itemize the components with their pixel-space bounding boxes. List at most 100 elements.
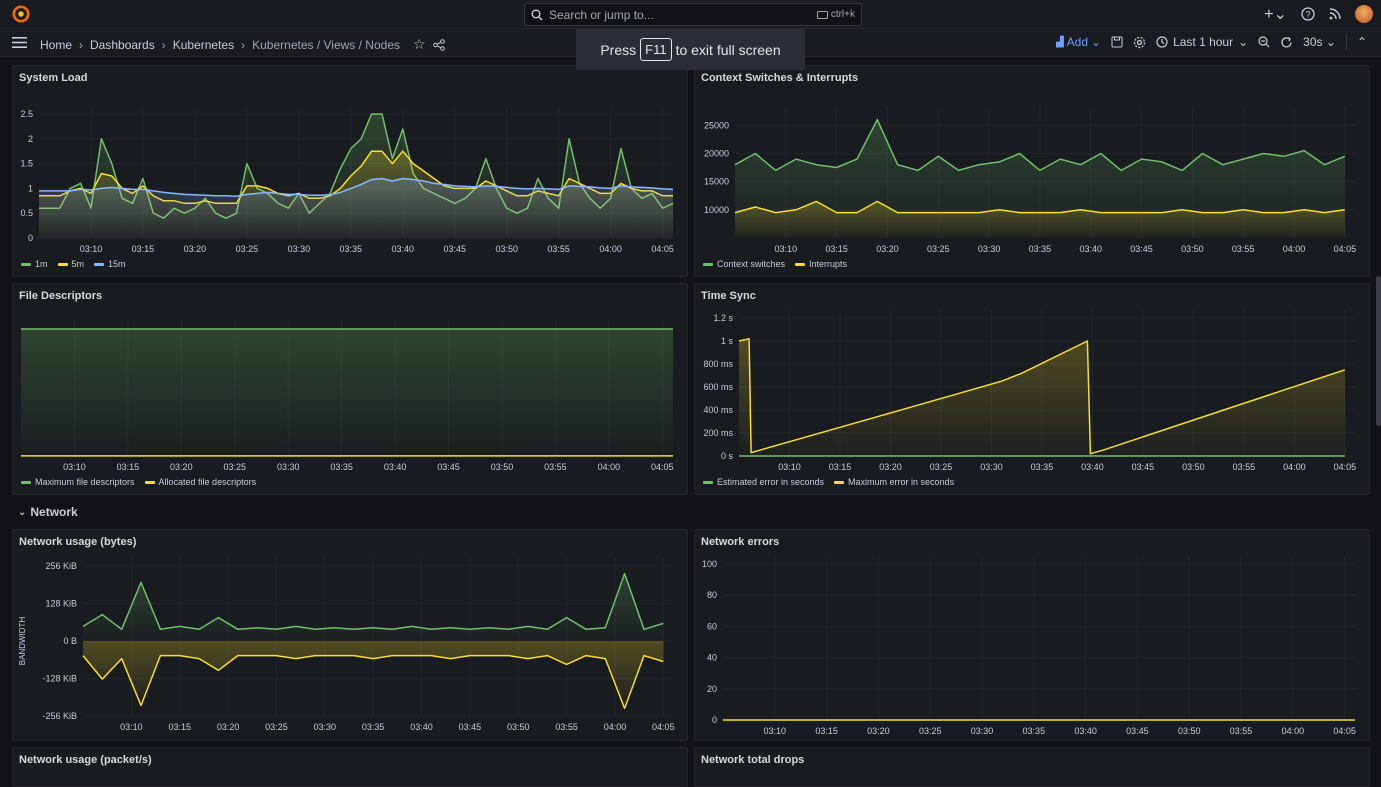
shortcut-label: ctrl+k xyxy=(831,9,855,20)
y-tick-label: 60 xyxy=(707,621,717,631)
legend-item[interactable]: Estimated error in seconds xyxy=(703,477,824,487)
menu-icon[interactable] xyxy=(12,37,27,48)
search-placeholder: Search or jump to... xyxy=(549,8,654,22)
zoom-out-icon[interactable] xyxy=(1258,36,1270,48)
star-icon[interactable]: ☆ xyxy=(413,36,426,53)
y-tick-label: 200 ms xyxy=(703,428,733,438)
help-icon[interactable]: ? xyxy=(1301,7,1315,21)
y-tick-label: 1.2 s xyxy=(713,313,733,323)
x-tick-label: 03:45 xyxy=(1126,726,1149,736)
x-tick-label: 03:20 xyxy=(170,462,193,472)
legend-swatch xyxy=(58,263,68,266)
legend-item[interactable]: 15m xyxy=(94,259,126,269)
grafana-logo[interactable] xyxy=(12,5,30,23)
x-tick-label: 04:00 xyxy=(1283,462,1306,472)
x-tick-label: 03:15 xyxy=(168,722,191,732)
chevron-down-icon: ⌄ xyxy=(1238,35,1248,49)
x-tick-label: 03:50 xyxy=(1182,462,1205,472)
x-tick-label: 03:20 xyxy=(217,722,240,732)
x-tick-label: 03:25 xyxy=(224,462,247,472)
x-tick-label: 03:15 xyxy=(829,462,852,472)
legend-item[interactable]: Context switches xyxy=(703,259,785,269)
panel-network-packets[interactable]: Network usage (packet/s) xyxy=(12,747,688,787)
legend-item[interactable]: Maximum error in seconds xyxy=(834,477,954,487)
x-tick-label: 03:40 xyxy=(384,462,407,472)
panel-network-total-drops[interactable]: Network total drops xyxy=(694,747,1370,787)
add-button[interactable]: ▟Add⌄ xyxy=(1056,35,1101,49)
legend-label: Maximum file descriptors xyxy=(35,477,135,487)
legend-label: 5m xyxy=(72,259,85,269)
x-tick-label: 03:10 xyxy=(778,462,801,472)
plus-icon[interactable]: +⌄ xyxy=(1264,4,1287,24)
x-tick-label: 03:35 xyxy=(330,462,353,472)
x-tick-label: 03:15 xyxy=(825,244,848,254)
x-tick-label: 03:50 xyxy=(507,722,530,732)
search-input[interactable]: Search or jump to... ctrl+k xyxy=(524,3,862,26)
legend-item[interactable]: Allocated file descriptors xyxy=(145,477,257,487)
search-icon xyxy=(531,9,543,21)
x-tick-label: 03:25 xyxy=(265,722,288,732)
x-tick-label: 03:30 xyxy=(980,462,1003,472)
news-feed-icon[interactable] xyxy=(1329,8,1341,20)
refresh-icon[interactable] xyxy=(1280,36,1293,49)
x-tick-label: 03:10 xyxy=(120,722,143,732)
save-icon[interactable] xyxy=(1111,36,1123,48)
refresh-interval-picker[interactable]: 30s ⌄ xyxy=(1303,35,1336,49)
x-tick-label: 03:55 xyxy=(555,722,578,732)
legend-item[interactable]: Maximum file descriptors xyxy=(21,477,135,487)
y-tick-label: 128 KiB xyxy=(45,599,77,609)
breadcrumb: Home › Dashboards › Kubernetes › Kuberne… xyxy=(40,36,445,53)
x-tick-label: 03:10 xyxy=(80,244,103,254)
breadcrumb-kubernetes[interactable]: Kubernetes xyxy=(173,38,234,52)
legend-label: Allocated file descriptors xyxy=(159,477,257,487)
chart-legend: Estimated error in seconds Maximum error … xyxy=(703,477,954,487)
chevron-right-icon: › xyxy=(79,38,83,52)
x-tick-label: 03:45 xyxy=(437,462,460,472)
row-header-network[interactable]: ⌄Network xyxy=(18,505,78,519)
breadcrumb-home[interactable]: Home xyxy=(40,38,72,52)
x-tick-label: 03:25 xyxy=(927,244,950,254)
chevron-down-icon: ⌄ xyxy=(18,507,26,518)
time-range-picker[interactable]: Last 1 hour ⌄ xyxy=(1156,35,1248,49)
chevron-right-icon: › xyxy=(241,38,245,52)
legend-item[interactable]: 5m xyxy=(58,259,85,269)
x-tick-label: 03:10 xyxy=(775,244,798,254)
y-tick-label: -128 KiB xyxy=(42,674,77,684)
chart-legend: Maximum file descriptors Allocated file d… xyxy=(21,477,256,487)
dashboard-controls: ▟Add⌄ Last 1 hour ⌄ 30s ⌄ ⌃ xyxy=(1056,34,1367,50)
share-icon[interactable] xyxy=(433,39,445,51)
x-tick-label: 03:30 xyxy=(277,462,300,472)
x-tick-label: 03:55 xyxy=(1232,244,1255,254)
x-tick-label: 03:55 xyxy=(1230,726,1253,736)
toast-key: F11 xyxy=(640,38,671,61)
legend-swatch xyxy=(145,481,155,484)
scrollbar[interactable] xyxy=(1376,276,1381,426)
x-tick-label: 03:10 xyxy=(764,726,787,736)
y-tick-label: 600 ms xyxy=(703,382,733,392)
settings-gear-icon[interactable] xyxy=(1133,36,1146,49)
chevron-up-icon[interactable]: ⌃ xyxy=(1357,35,1367,49)
x-tick-label: 03:55 xyxy=(547,244,570,254)
x-tick-label: 03:35 xyxy=(1031,462,1054,472)
legend-swatch xyxy=(21,263,31,266)
legend-item[interactable]: 1m xyxy=(21,259,48,269)
avatar[interactable] xyxy=(1355,5,1373,23)
legend-item[interactable]: Interrupts xyxy=(795,259,847,269)
y-tick-label: 1 xyxy=(28,183,33,193)
top-bar: Search or jump to... ctrl+k +⌄ ? xyxy=(0,0,1381,29)
x-tick-label: 03:40 xyxy=(1079,244,1102,254)
y-tick-label: 100 xyxy=(702,559,717,569)
x-tick-label: 03:40 xyxy=(410,722,433,732)
y-tick-label: 400 ms xyxy=(703,405,733,415)
breadcrumb-dashboards[interactable]: Dashboards xyxy=(90,38,155,52)
legend-label: Context switches xyxy=(717,259,785,269)
